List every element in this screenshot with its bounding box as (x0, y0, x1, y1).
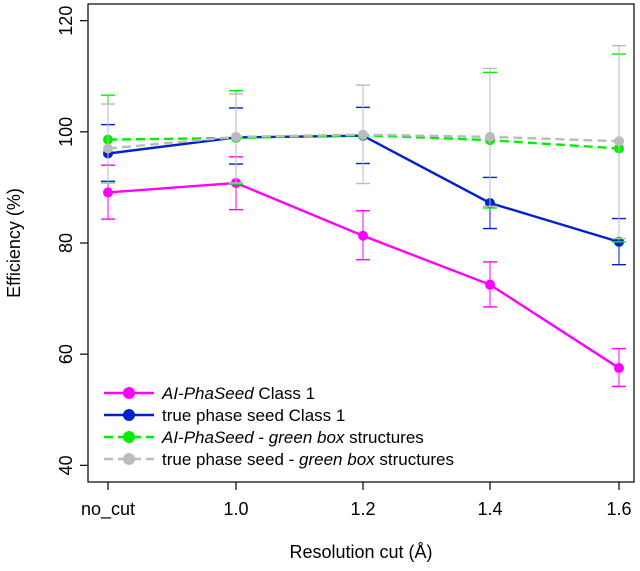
x-tick-label-4: 1.6 (606, 499, 631, 519)
legend-label-2: AI-PhaSeed - green box structures (161, 428, 424, 447)
x-axis: no_cut 1.0 1.2 1.4 1.6 (81, 482, 632, 520)
y-axis: 40 60 80 100 120 (56, 6, 88, 475)
y-tick-label-3: 100 (56, 117, 76, 147)
x-tick-label-2: 1.2 (350, 499, 375, 519)
legend-item-3: true phase seed - green box structures (104, 450, 454, 469)
data-point-3-0 (103, 143, 113, 154)
y-axis-title: Efficiency (%) (4, 188, 24, 298)
data-point-0-0 (103, 187, 113, 198)
y-tick-label-0: 40 (56, 455, 76, 475)
y-tick-label-4: 120 (56, 6, 76, 36)
data-point-0-2 (358, 230, 368, 241)
data-point-0-3 (485, 279, 495, 290)
y-tick-label-2: 80 (56, 233, 76, 253)
error-bar-3-0 (101, 103, 115, 184)
x-tick-label-3: 1.4 (477, 499, 502, 519)
legend-marker-1 (123, 409, 135, 421)
data-point-3-3 (485, 131, 495, 142)
legend-marker-0 (123, 387, 135, 399)
legend-marker-3 (123, 453, 135, 465)
x-axis-title: Resolution cut (Å) (289, 542, 432, 562)
legend-item-1: true phase seed Class 1 (104, 406, 345, 425)
data-point-3-1 (231, 131, 241, 142)
series-0 (101, 156, 626, 388)
legend-item-0: AI-PhaSeed Class 1 (104, 384, 315, 403)
series-3 (101, 44, 626, 240)
y-tick-label-1: 60 (56, 344, 76, 364)
legend-item-2: AI-PhaSeed - green box structures (104, 428, 424, 447)
x-tick-label-1: 1.0 (223, 499, 248, 519)
legend-label-0: AI-PhaSeed Class 1 (161, 384, 315, 403)
legend-label-1: true phase seed Class 1 (162, 406, 345, 425)
data-point-3-2 (358, 129, 368, 140)
legend-label-3: true phase seed - green box structures (162, 450, 454, 469)
legend-marker-2 (123, 431, 135, 443)
legend: AI-PhaSeed Class 1 true phase seed Class … (104, 384, 454, 469)
data-point-3-4 (614, 136, 624, 147)
x-tick-label-0: no_cut (81, 499, 135, 520)
series-layer (101, 44, 626, 388)
data-point-0-4 (614, 363, 624, 374)
